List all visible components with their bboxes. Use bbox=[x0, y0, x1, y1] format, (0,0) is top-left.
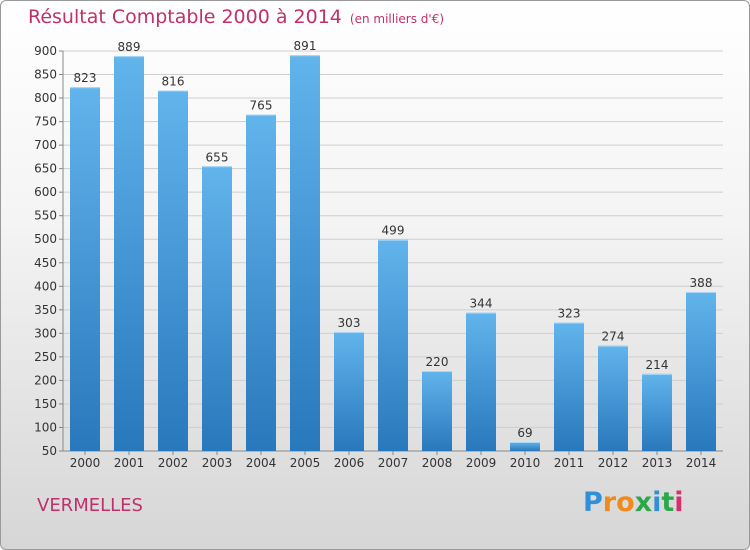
data-label: 823 bbox=[74, 71, 97, 85]
data-label: 655 bbox=[206, 150, 229, 164]
y-tick-label: 200 bbox=[34, 373, 57, 387]
bar bbox=[334, 331, 364, 451]
x-tick-label: 2013 bbox=[642, 456, 673, 470]
y-axis-ticks: 50 100 150 200 250 300 350 400 450 500 550 600 650 70… bbox=[34, 44, 723, 458]
y-tick-label: 750 bbox=[34, 115, 57, 129]
x-tick-label: 2003 bbox=[202, 456, 233, 470]
y-tick-label: 700 bbox=[34, 138, 57, 152]
x-tick-label: 2014 bbox=[686, 456, 717, 470]
data-label: 891 bbox=[294, 39, 317, 53]
y-tick-label: 400 bbox=[34, 279, 57, 293]
bar bbox=[642, 373, 672, 451]
data-label: 274 bbox=[602, 330, 625, 344]
y-tick-label: 450 bbox=[34, 256, 57, 270]
data-label: 69 bbox=[517, 426, 532, 440]
bar bbox=[686, 291, 716, 451]
bar bbox=[246, 114, 276, 451]
y-tick-label: 250 bbox=[34, 350, 57, 364]
y-tick-label: 850 bbox=[34, 68, 57, 82]
y-tick-label: 350 bbox=[34, 303, 57, 317]
x-tick-label: 2002 bbox=[158, 456, 189, 470]
bar bbox=[70, 87, 100, 451]
bar bbox=[598, 345, 628, 451]
data-label: 499 bbox=[382, 224, 405, 238]
data-label: 214 bbox=[646, 358, 669, 372]
chart-subtitle: (en milliers d'€) bbox=[349, 12, 445, 26]
logo-letter: i bbox=[674, 487, 684, 518]
bar bbox=[158, 90, 188, 451]
data-labels: 823 889 816 655 765 891 303 499 220 344 69 323 274 21… bbox=[74, 39, 713, 440]
x-tick-label: 2009 bbox=[466, 456, 497, 470]
x-tick-label: 2011 bbox=[554, 456, 585, 470]
x-tick-label: 2004 bbox=[246, 456, 277, 470]
data-label: 388 bbox=[690, 276, 713, 290]
x-tick-label: 2005 bbox=[290, 456, 321, 470]
chart-title: Résultat Comptable 2000 à 2014 (en millie… bbox=[28, 6, 444, 28]
data-label: 889 bbox=[118, 40, 141, 54]
y-tick-label: 100 bbox=[34, 420, 57, 434]
y-tick-label: 50 bbox=[42, 444, 57, 458]
proxiti-logo: Proxiti bbox=[583, 487, 684, 518]
bar bbox=[114, 56, 144, 451]
bar bbox=[510, 442, 540, 451]
x-tick-label: 2000 bbox=[70, 456, 101, 470]
logo-letter: i bbox=[652, 487, 662, 518]
y-tick-label: 500 bbox=[34, 232, 57, 246]
y-tick-label: 150 bbox=[34, 397, 57, 411]
y-tick-label: 800 bbox=[34, 91, 57, 105]
x-tick-label: 2012 bbox=[598, 456, 629, 470]
y-tick-label: 650 bbox=[34, 162, 57, 176]
bar bbox=[290, 55, 320, 452]
bar bbox=[422, 371, 452, 451]
x-tick-label: 2008 bbox=[422, 456, 453, 470]
location-label: VERMELLES bbox=[37, 495, 143, 516]
data-label: 303 bbox=[338, 316, 361, 330]
data-label: 816 bbox=[162, 75, 185, 89]
data-label: 344 bbox=[470, 297, 493, 311]
x-tick-label: 2006 bbox=[334, 456, 365, 470]
logo-letter: o bbox=[616, 487, 635, 518]
bar bbox=[202, 166, 232, 451]
chart-title-text: Résultat Comptable 2000 à 2014 bbox=[28, 6, 342, 28]
data-label: 323 bbox=[558, 307, 581, 321]
x-tick-label: 2001 bbox=[114, 456, 145, 470]
x-axis-ticks: 2000 2001 2002 2003 2004 2005 2006 2007 2008 2009… bbox=[70, 451, 717, 470]
data-label: 765 bbox=[250, 99, 273, 113]
x-tick-label: 2007 bbox=[378, 456, 409, 470]
x-tick-label: 2010 bbox=[510, 456, 541, 470]
logo-letter: P bbox=[583, 487, 603, 518]
y-tick-label: 300 bbox=[34, 326, 57, 340]
y-tick-label: 550 bbox=[34, 209, 57, 223]
data-label: 220 bbox=[426, 355, 449, 369]
y-tick-label: 600 bbox=[34, 185, 57, 199]
bars bbox=[70, 55, 716, 452]
logo-letter: t bbox=[661, 487, 675, 518]
y-tick-label: 900 bbox=[34, 44, 57, 58]
logo-letter: r bbox=[602, 487, 617, 518]
bar bbox=[466, 312, 496, 451]
bar bbox=[378, 239, 408, 451]
logo-letter: x bbox=[634, 487, 653, 518]
bar bbox=[554, 322, 584, 451]
